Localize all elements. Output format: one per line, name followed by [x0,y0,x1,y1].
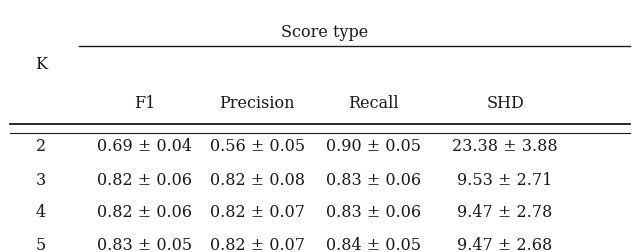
Text: 0.83 ± 0.06: 0.83 ± 0.06 [326,203,421,220]
Text: 23.38 ± 3.88: 23.38 ± 3.88 [452,138,558,154]
Text: 0.84 ± 0.05: 0.84 ± 0.05 [326,236,421,252]
Text: 0.90 ± 0.05: 0.90 ± 0.05 [326,138,421,154]
Text: 0.82 ± 0.06: 0.82 ± 0.06 [97,203,192,220]
Text: 9.47 ± 2.68: 9.47 ± 2.68 [458,236,553,252]
Text: 9.53 ± 2.71: 9.53 ± 2.71 [458,171,553,188]
Text: 0.82 ± 0.07: 0.82 ± 0.07 [210,203,305,220]
Text: 3: 3 [36,171,46,188]
Text: F1: F1 [134,95,155,112]
Text: Score type: Score type [281,24,369,41]
Text: 0.82 ± 0.08: 0.82 ± 0.08 [210,171,305,188]
Text: 0.69 ± 0.04: 0.69 ± 0.04 [97,138,192,154]
Text: 0.56 ± 0.05: 0.56 ± 0.05 [210,138,305,154]
Text: 9.47 ± 2.78: 9.47 ± 2.78 [458,203,553,220]
Text: K: K [35,56,47,73]
Text: 0.82 ± 0.06: 0.82 ± 0.06 [97,171,192,188]
Text: SHD: SHD [486,95,524,112]
Text: Recall: Recall [348,95,399,112]
Text: 0.83 ± 0.05: 0.83 ± 0.05 [97,236,192,252]
Text: 0.82 ± 0.07: 0.82 ± 0.07 [210,236,305,252]
Text: Precision: Precision [220,95,295,112]
Text: 2: 2 [36,138,46,154]
Text: 0.83 ± 0.06: 0.83 ± 0.06 [326,171,421,188]
Text: 5: 5 [36,236,46,252]
Text: 4: 4 [36,203,46,220]
